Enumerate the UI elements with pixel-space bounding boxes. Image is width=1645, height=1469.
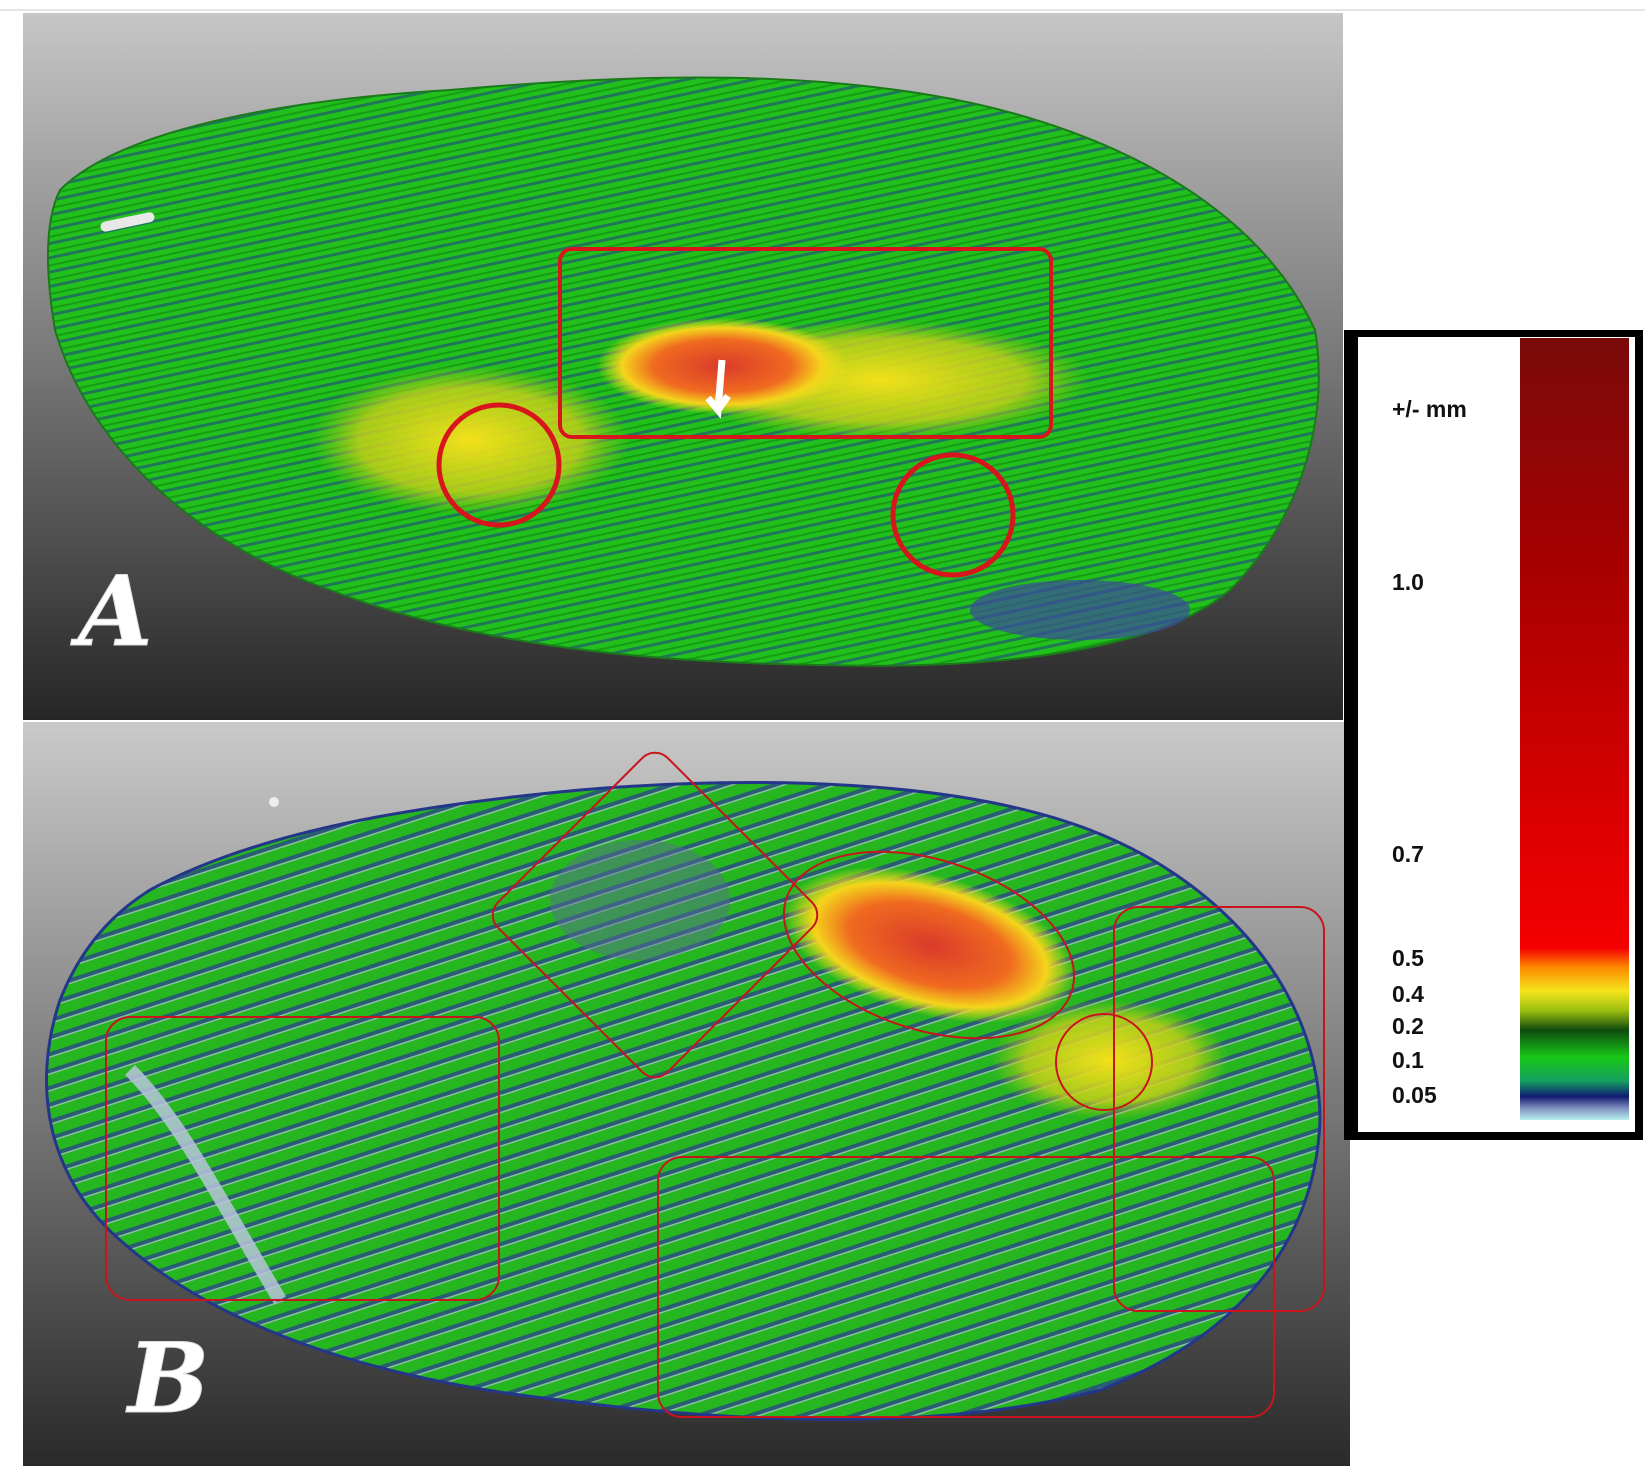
highlight-box	[491, 751, 819, 1079]
deviation-zone	[990, 1000, 1230, 1120]
legend-label: 0.5	[1392, 945, 1424, 971]
legend-unit: +/- mm	[1392, 396, 1467, 422]
highlight-circle	[1055, 1013, 1153, 1111]
arrow	[705, 359, 731, 419]
panel-label: B	[125, 1322, 209, 1435]
highlight-box	[105, 1016, 500, 1301]
panel-b: B	[23, 722, 1350, 1466]
highlight-box	[558, 247, 1053, 439]
legend-label: 0.1	[1392, 1047, 1424, 1073]
highlight-circle	[436, 402, 562, 528]
highlight-circle	[890, 452, 1016, 578]
deviation-zone	[783, 867, 1077, 1023]
low-zone	[550, 840, 730, 960]
deviation-zone	[310, 365, 630, 515]
highlight-ellipse	[782, 850, 1076, 1040]
artifact	[269, 797, 279, 807]
panel-label: A	[70, 555, 152, 668]
low-zone	[970, 580, 1190, 640]
legend-label: 0.4	[1392, 981, 1424, 1007]
legend-label: 0.7	[1392, 841, 1424, 867]
color-legend: +/- mm 1.0 0.7 0.5 0.4 0.2 0.1 0.05	[1344, 330, 1643, 1140]
panel-a: A	[23, 13, 1343, 720]
highlight-box	[657, 1156, 1275, 1418]
legend-label: 0.2	[1392, 1013, 1424, 1039]
low-zone	[125, 1065, 287, 1304]
legend-label: 1.0	[1392, 569, 1424, 595]
legend-label: 0.05	[1392, 1082, 1437, 1108]
artifact	[100, 212, 155, 232]
color-scale	[1520, 338, 1629, 1120]
legend-label-area	[1358, 337, 1513, 1132]
